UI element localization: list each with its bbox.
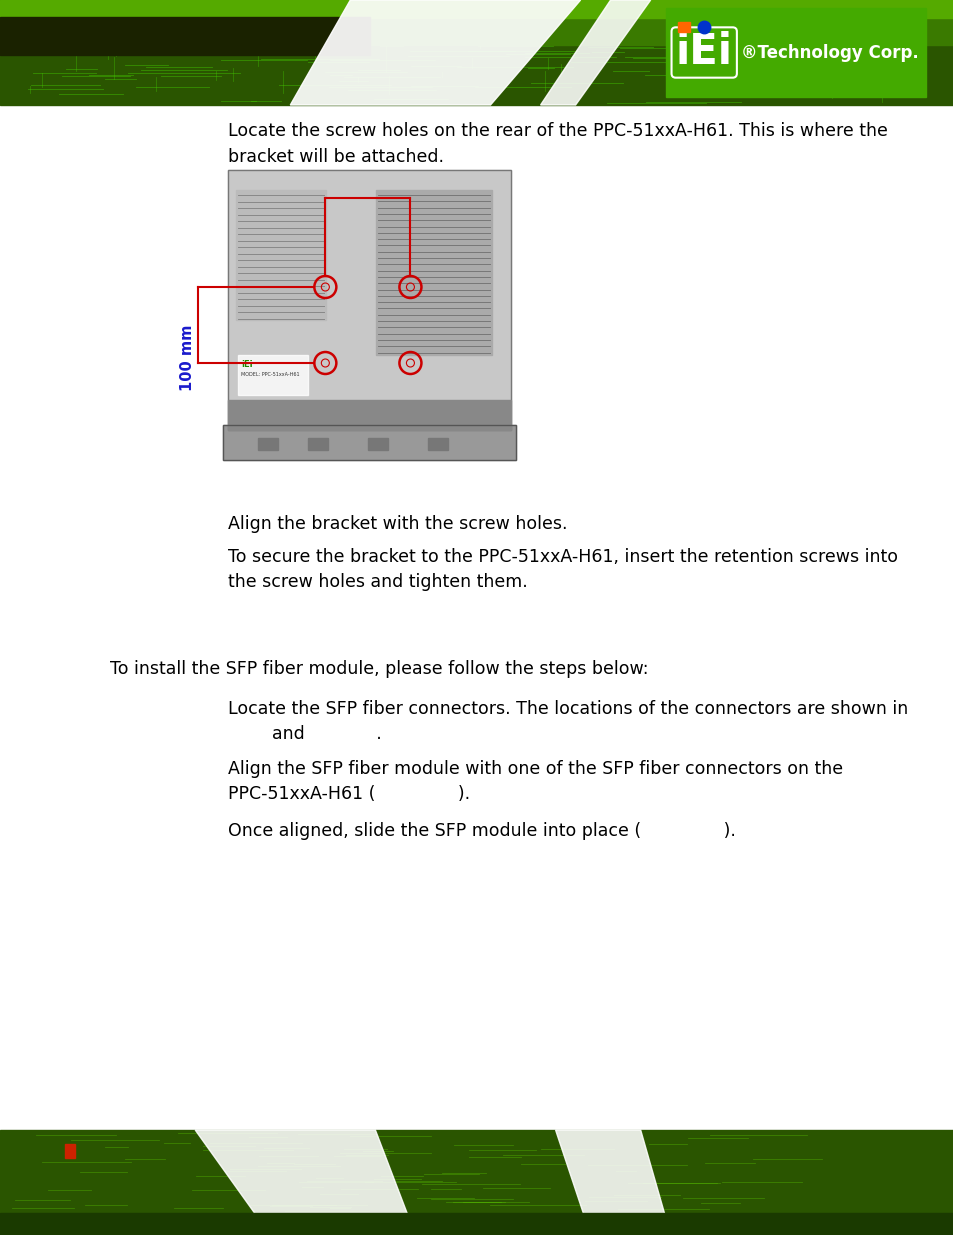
Text: Once aligned, slide the SFP module into place (               ).: Once aligned, slide the SFP module into …: [228, 823, 736, 840]
Bar: [665, 7, 925, 98]
Text: the screw holes and tighten them.: the screw holes and tighten them.: [228, 573, 527, 592]
Text: bracket will be attached.: bracket will be attached.: [228, 148, 444, 165]
Text: Align the SFP fiber module with one of the SFP fiber connectors on the: Align the SFP fiber module with one of t…: [228, 760, 842, 778]
Polygon shape: [540, 0, 650, 105]
Text: PPC-51xxA-H61 (               ).: PPC-51xxA-H61 ( ).: [228, 785, 470, 803]
Text: 100 mm: 100 mm: [180, 325, 195, 391]
Bar: [368, 438, 388, 450]
Text: and             .: and .: [228, 725, 381, 743]
Bar: [0, 0, 953, 19]
Polygon shape: [290, 0, 580, 105]
Text: ®Technology Corp.: ®Technology Corp.: [740, 43, 918, 62]
Text: Locate the screw holes on the rear of the PPC-51xxA-H61. This is where the: Locate the screw holes on the rear of th…: [228, 122, 887, 140]
Text: MODEL: PPC-51xxA-H61: MODEL: PPC-51xxA-H61: [241, 372, 299, 377]
Bar: [0, 0, 953, 105]
Bar: [0, 1130, 953, 1235]
Bar: [228, 170, 510, 430]
Bar: [0, 1213, 953, 1235]
Text: To secure the bracket to the PPC-51xxA-H61, insert the retention screws into: To secure the bracket to the PPC-51xxA-H…: [228, 548, 898, 566]
Bar: [308, 438, 328, 450]
Text: iEi: iEi: [241, 359, 253, 369]
Bar: [236, 190, 326, 320]
Polygon shape: [195, 1130, 415, 1235]
Bar: [223, 425, 515, 459]
Bar: [0, 0, 953, 44]
Text: Align the bracket with the screw holes.: Align the bracket with the screw holes.: [228, 515, 567, 534]
Bar: [238, 354, 308, 395]
Bar: [65, 1144, 75, 1158]
Bar: [677, 22, 689, 32]
Bar: [376, 190, 491, 354]
Text: 100 mm: 100 mm: [367, 193, 434, 207]
Bar: [228, 170, 510, 430]
Polygon shape: [555, 1130, 670, 1235]
Text: Locate the SFP fiber connectors. The locations of the connectors are shown in: Locate the SFP fiber connectors. The loc…: [228, 700, 907, 718]
Bar: [0, 17, 370, 56]
Text: iEi: iEi: [675, 32, 732, 74]
Bar: [223, 425, 515, 459]
Text: To install the SFP fiber module, please follow the steps below:: To install the SFP fiber module, please …: [110, 659, 648, 678]
Bar: [228, 400, 510, 430]
Bar: [258, 438, 278, 450]
Text: iEi: iEi: [675, 32, 732, 74]
Bar: [428, 438, 448, 450]
